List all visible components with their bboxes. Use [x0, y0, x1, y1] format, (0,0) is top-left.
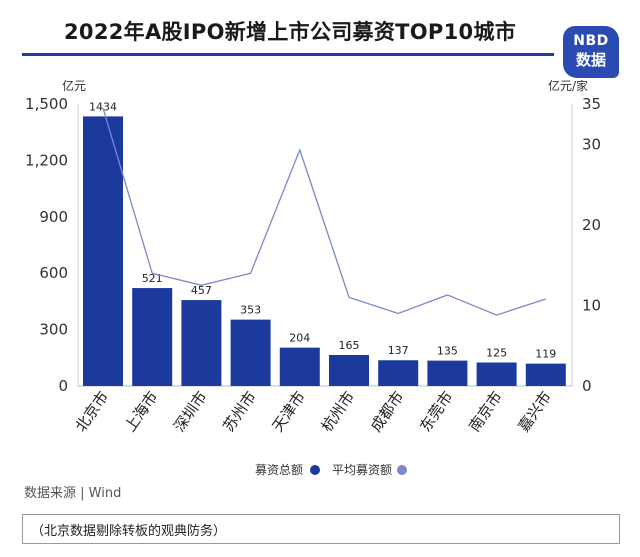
- bar: [279, 347, 320, 386]
- left-tick-label: 300: [39, 321, 68, 339]
- x-tick-label: 深圳市: [170, 388, 211, 435]
- x-tick-label: 南京市: [465, 388, 506, 435]
- bar: [476, 362, 517, 386]
- bar-value-label: 119: [535, 348, 556, 361]
- right-tick-label: 20: [582, 216, 601, 234]
- chart-title: 2022年A股IPO新增上市公司募资TOP10城市: [64, 20, 517, 44]
- bar: [378, 360, 419, 386]
- right-tick-label: 30: [582, 135, 601, 153]
- legend-label-total: 募资总额: [255, 463, 303, 477]
- x-tick-label: 苏州市: [219, 388, 260, 435]
- bar: [132, 288, 173, 386]
- data-source: 数据来源 | Wind: [24, 486, 122, 501]
- bar: [427, 360, 468, 386]
- bar: [230, 319, 271, 386]
- legend-marker-average: [397, 465, 407, 475]
- x-tick-label: 嘉兴市: [515, 388, 556, 435]
- right-tick-label: 0: [582, 377, 592, 395]
- logo-text-data: 数据: [575, 51, 606, 69]
- left-tick-label: 1,500: [25, 95, 68, 113]
- bar: [329, 354, 369, 386]
- right-tick-label: 10: [582, 296, 601, 314]
- legend: 募资总额 平均募资额: [255, 463, 407, 477]
- bar-value-label: 135: [437, 345, 458, 358]
- left-axis-unit: 亿元: [62, 78, 86, 93]
- bar-value-label: 125: [486, 347, 507, 360]
- legend-label-average: 平均募资额: [332, 463, 392, 477]
- chart-area: 亿元 亿元/家 0 300 600 900 1,200 1,500 0 10 20 30 35 1…: [25, 78, 601, 477]
- legend-marker-total: [310, 465, 320, 475]
- left-tick-label: 1,200: [25, 151, 68, 169]
- x-tick-label: 天津市: [269, 388, 310, 435]
- right-axis-unit: 亿元/家: [548, 78, 588, 93]
- bar-value-label: 1434: [89, 100, 117, 113]
- bar-value-label: 521: [142, 272, 163, 285]
- footnote-text: （北京数据剔除转板的观典防务）: [31, 524, 227, 539]
- right-tick-label: 35: [582, 95, 601, 113]
- footnote-box: （北京数据剔除转板的观典防务）: [22, 514, 620, 544]
- x-tick-label: 东莞市: [416, 388, 457, 435]
- average-raise-line: [102, 107, 547, 316]
- nbd-logo: NBD 数据: [563, 26, 619, 78]
- bar-value-label: 353: [240, 304, 261, 317]
- bar-value-label: 137: [388, 344, 409, 357]
- bar: [181, 300, 222, 386]
- x-tick-label: 成都市: [367, 388, 408, 435]
- x-tick-label: 北京市: [72, 388, 113, 435]
- left-tick-label: 600: [39, 264, 68, 282]
- title-underline: [22, 53, 554, 56]
- bar-value-label: 457: [191, 284, 212, 297]
- left-tick-label: 900: [39, 208, 68, 226]
- bar: [83, 116, 123, 387]
- logo-text-nbd: NBD: [573, 33, 609, 49]
- left-tick-label: 0: [58, 377, 68, 395]
- bar: [525, 363, 566, 386]
- bar-value-label: 204: [289, 332, 310, 345]
- x-tick-label: 杭州市: [318, 388, 359, 435]
- bar-value-label: 165: [339, 339, 360, 352]
- x-tick-label: 上海市: [121, 388, 162, 435]
